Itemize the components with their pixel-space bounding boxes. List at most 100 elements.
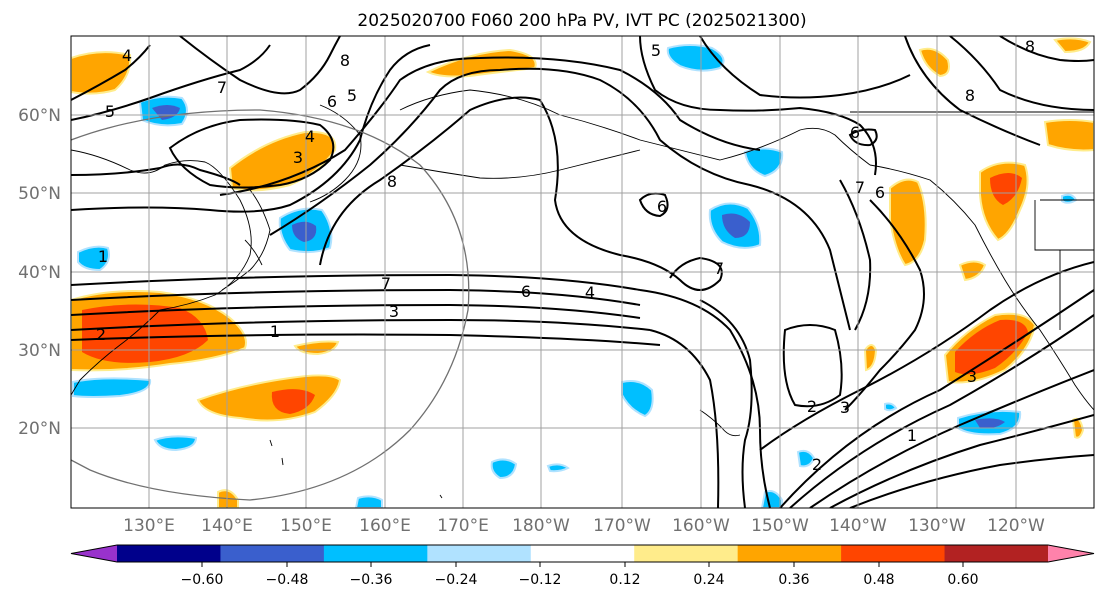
aleutian-chain <box>399 149 641 179</box>
positive-region <box>1043 119 1094 152</box>
contour-label: 3 <box>389 302 399 321</box>
lon-label: 180°W <box>512 516 570 536</box>
negative-region <box>884 402 898 412</box>
contour-label: 4 <box>305 127 315 146</box>
contour-label: 7 <box>714 259 724 278</box>
lat-label: 30°N <box>18 341 61 361</box>
lon-label: 160°E <box>359 516 411 536</box>
negative-core <box>292 221 317 242</box>
map-frame <box>70 35 1095 509</box>
contour-label: 7 <box>855 178 865 197</box>
colorbar-cell <box>841 545 946 562</box>
negative-region <box>546 463 570 473</box>
colorbar-tick-label: 0.60 <box>947 572 978 588</box>
contour-label: 3 <box>293 148 303 167</box>
colorbar-tick-label: −0.60 <box>181 572 224 588</box>
pacific-islands <box>269 439 443 499</box>
contour-label: 1 <box>270 322 280 341</box>
colorbar-cell <box>530 545 635 562</box>
contour-label: 2 <box>812 455 822 474</box>
contour-label: 8 <box>387 172 397 191</box>
colorbar: −0.60 −0.48 −0.36 −0.24 −0.12 0.12 0.24 … <box>70 544 1095 588</box>
negative-core <box>152 105 180 120</box>
negative-region <box>354 495 383 508</box>
positive-region <box>958 260 987 282</box>
colorbar-cells <box>70 544 1095 563</box>
lon-label: 150°E <box>280 516 332 536</box>
contour-label: 7 <box>217 78 227 97</box>
colorbar-outline <box>70 544 1095 563</box>
japan-coast <box>221 189 271 291</box>
negative-region <box>621 380 654 418</box>
contour-label: 6 <box>875 183 885 202</box>
contour-label: 6 <box>850 123 860 142</box>
great-circle <box>71 109 470 501</box>
contour-label: 5 <box>651 41 661 60</box>
contour-label: 6 <box>521 282 531 301</box>
contour-label: 5 <box>347 86 357 105</box>
contour-label: 8 <box>1025 37 1035 56</box>
na-border <box>850 111 1094 330</box>
negative-region <box>1061 193 1078 204</box>
longitude-labels: 130°E 140°E 150°E 160°E 170°E 180°W 170°… <box>123 516 1045 536</box>
colorbar-tick-label: −0.36 <box>350 572 393 588</box>
lon-label: 130°W <box>908 516 966 536</box>
contour-label: 5 <box>105 102 115 121</box>
lon-label: 140°E <box>201 516 253 536</box>
colorbar-tick-label: 0.48 <box>863 572 894 588</box>
positive-core <box>990 173 1022 205</box>
gridlines <box>71 36 1094 508</box>
positive-region <box>918 47 950 78</box>
negative-region <box>796 449 816 468</box>
colorbar-cell <box>323 545 428 562</box>
positive-core <box>271 389 315 414</box>
colorbar-cell <box>737 545 842 562</box>
positive-region <box>1053 37 1092 54</box>
lon-label: 130°E <box>123 516 175 536</box>
contour-label: 6 <box>327 92 337 111</box>
negative-region <box>153 435 198 452</box>
negative-region <box>743 147 784 178</box>
lat-label: 40°N <box>18 263 61 283</box>
colorbar-tick-label: −0.24 <box>435 572 478 588</box>
contour-label: 7 <box>381 274 391 293</box>
lat-label: 60°N <box>18 106 61 126</box>
colorbar-tick-label: 0.12 <box>609 572 640 588</box>
colorbar-tick-label: 0.24 <box>693 572 724 588</box>
contour-label: 4 <box>122 46 132 65</box>
negative-region <box>72 377 152 398</box>
positive-core <box>82 304 208 363</box>
colorbar-extend-right <box>1048 545 1094 562</box>
positive-region <box>71 51 132 95</box>
colorbar-extend-left <box>71 545 117 562</box>
contour-label: 1 <box>98 247 108 266</box>
contour-label: 8 <box>965 86 975 105</box>
lon-label: 170°W <box>593 516 651 536</box>
contour-label: 3 <box>967 367 977 386</box>
latitude-labels: 60°N 50°N 40°N 30°N 20°N <box>18 106 61 439</box>
contour-label: 1 <box>907 426 917 445</box>
lon-label: 170°E <box>437 516 489 536</box>
negative-core <box>975 418 1005 429</box>
contour-label: 4 <box>585 283 595 302</box>
na-west-coast <box>869 164 1094 411</box>
lat-label: 20°N <box>18 419 61 439</box>
negative-core <box>722 213 750 238</box>
lon-label: 120°W <box>987 516 1045 536</box>
contour-labels: 4 5 8 5 6 7 4 3 8 1 7 6 7 6 4 3 1 2 5 6 <box>96 37 1035 474</box>
contour-label: 8 <box>340 51 350 70</box>
contour-layer <box>71 36 1094 508</box>
colorbar-cell <box>634 545 739 562</box>
colorbar-cell <box>944 545 1049 562</box>
colorbar-tick-label: −0.12 <box>519 572 562 588</box>
lon-label: 140°W <box>829 516 887 536</box>
lon-label: 150°W <box>751 516 809 536</box>
colorbar-tick-label: −0.48 <box>266 572 309 588</box>
positive-core <box>955 319 1028 375</box>
figure-title: 2025020700 F060 200 hPa PV, IVT PC (2025… <box>357 11 806 31</box>
colorbar-tick-label: 0.36 <box>778 572 809 588</box>
contour-label: 3 <box>840 398 850 417</box>
colorbar-cell <box>220 545 325 562</box>
colorbar-cell <box>427 545 532 562</box>
